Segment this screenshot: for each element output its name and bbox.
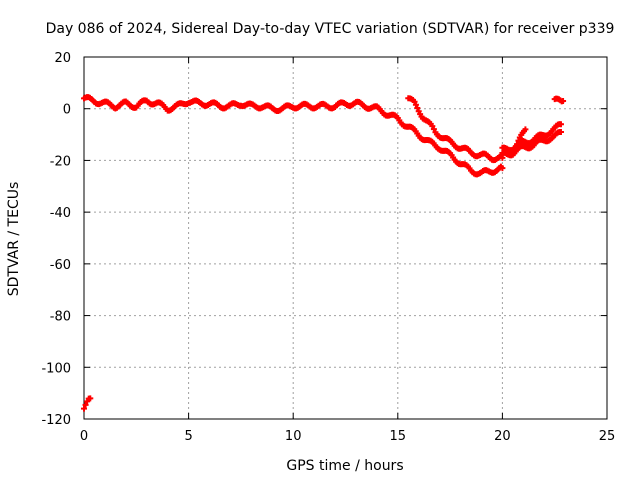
y-axis-label: SDTVAR / TECUs (6, 182, 22, 297)
x-tick-label: 25 (599, 429, 616, 444)
data-point (557, 128, 564, 135)
plot-border (83, 56, 608, 420)
x-tick-label: 10 (285, 429, 302, 444)
series-late-upper (514, 126, 529, 148)
series-start (81, 395, 94, 412)
grid (84, 57, 607, 419)
data-point (514, 141, 521, 148)
x-tick-label: 20 (494, 429, 511, 444)
x-tick-label: 15 (390, 429, 407, 444)
y-tick-label: 0 (63, 103, 71, 118)
y-tick-label: -80 (50, 310, 71, 325)
y-tick-label: -20 (50, 154, 71, 169)
data-point (515, 137, 522, 144)
y-tick-label: 20 (54, 51, 71, 66)
series-late-lower (499, 128, 564, 159)
series-upper (405, 95, 506, 164)
series-late-point (551, 95, 567, 105)
data-point (87, 395, 94, 402)
y-tick-label: -40 (50, 206, 71, 221)
x-tick-label: 5 (184, 429, 192, 444)
data-point (557, 121, 564, 128)
y-tick-label: -100 (41, 361, 71, 376)
chart-title: Day 086 of 2024, Sidereal Day-to-day VTE… (46, 21, 615, 37)
data-point (430, 126, 437, 133)
data-point (81, 405, 87, 412)
x-axis-label: GPS time / hours (286, 458, 403, 474)
data-points (81, 94, 567, 412)
ticks: 0 5 10 15 20 25 -120 -100 -80 -60 -40 -20 0 20 (41, 51, 615, 444)
y-tick-label: -120 (41, 413, 71, 428)
data-point (499, 165, 506, 172)
series-late (499, 121, 564, 154)
y-tick-label: -60 (50, 258, 71, 273)
data-point (522, 126, 529, 133)
data-point (414, 105, 421, 112)
data-point (412, 101, 419, 108)
data-point (560, 97, 567, 104)
series-main (81, 94, 506, 178)
plot-frame (83, 56, 608, 420)
x-tick-label: 0 (80, 429, 88, 444)
data-point (82, 401, 89, 408)
data-point (411, 98, 418, 105)
